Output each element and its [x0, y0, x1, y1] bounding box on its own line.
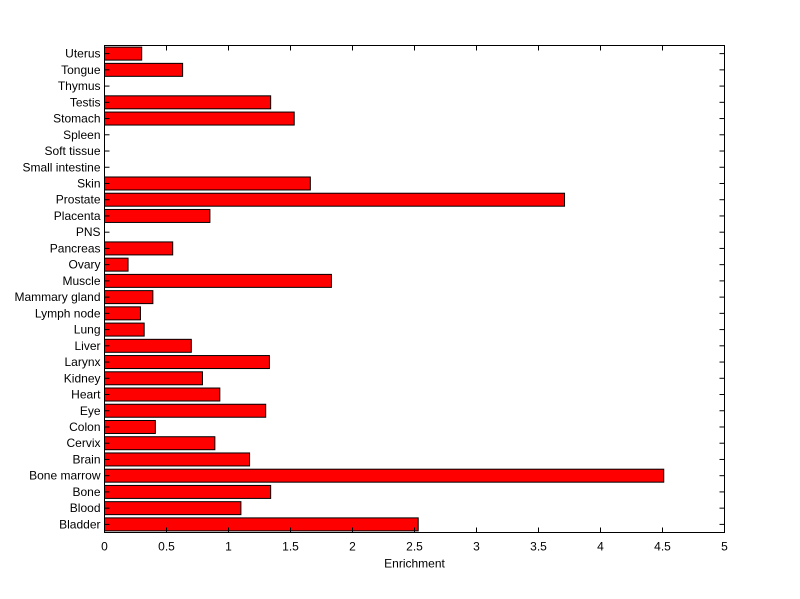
- bar-tongue: [104, 62, 184, 77]
- bar-eye: [104, 403, 267, 418]
- bar-pancreas: [104, 241, 174, 256]
- bar-bone: [104, 484, 272, 499]
- bar-testis: [104, 95, 272, 110]
- y-tick-label: Brain: [72, 452, 100, 466]
- y-tick-label: PNS: [76, 225, 101, 239]
- y-tick-label: Placenta: [54, 209, 101, 223]
- y-tick-label: Heart: [71, 388, 101, 402]
- x-tick-label: 0: [101, 540, 108, 554]
- bar-liver: [104, 338, 192, 353]
- y-tick-label: Cervix: [66, 436, 100, 450]
- y-tick-label: Blood: [70, 501, 101, 515]
- x-tick-label: 3.5: [530, 540, 547, 554]
- plot-area-frame: [104, 45, 725, 533]
- x-tick-label: 1: [225, 540, 232, 554]
- y-tick-label: Kidney: [64, 371, 101, 385]
- y-tick-label: Ovary: [68, 258, 100, 272]
- y-tick-label: Uterus: [65, 47, 100, 61]
- x-tick-label: 2: [349, 540, 356, 554]
- bar-stomach: [104, 111, 295, 126]
- y-tick-label: Liver: [74, 339, 100, 353]
- bar-muscle: [104, 273, 332, 288]
- bar-bladder: [104, 517, 419, 532]
- bar-blood: [104, 501, 242, 516]
- bar-lymph-node: [104, 306, 141, 321]
- y-tick-label: Testis: [70, 95, 101, 109]
- y-tick-label: Bone marrow: [29, 469, 101, 483]
- x-tick-label: 1.5: [282, 540, 299, 554]
- bar-kidney: [104, 371, 203, 386]
- y-tick-label: Mammary gland: [14, 290, 100, 304]
- y-tick-label: Eye: [80, 404, 101, 418]
- y-tick-label: Colon: [69, 420, 100, 434]
- bar-placenta: [104, 208, 211, 223]
- x-tick-label: 0.5: [158, 540, 175, 554]
- bar-lung: [104, 322, 145, 337]
- bar-cervix: [104, 436, 216, 451]
- y-tick-label: Pancreas: [50, 241, 101, 255]
- bar-mammary-gland: [104, 290, 154, 305]
- bar-uterus: [104, 46, 143, 61]
- y-tick-label: Bladder: [59, 517, 100, 531]
- x-tick-label: 3: [473, 540, 480, 554]
- bar-heart: [104, 387, 221, 402]
- x-tick-label: 2.5: [406, 540, 423, 554]
- y-tick-label: Soft tissue: [44, 144, 100, 158]
- x-tick-label: 4.5: [654, 540, 671, 554]
- bar-brain: [104, 452, 251, 467]
- y-tick-label: Thymus: [58, 79, 101, 93]
- bar-colon: [104, 419, 156, 434]
- y-tick-label: Stomach: [53, 112, 100, 126]
- y-tick-label: Tongue: [61, 63, 101, 77]
- bar-prostate: [104, 192, 566, 207]
- y-tick-label: Skin: [77, 176, 100, 190]
- y-tick-label: Bone: [72, 485, 100, 499]
- x-tick-label: 5: [721, 540, 728, 554]
- y-ticks-group: Bladder Blood Bone Bone marrow Brain Cervix Co…: [14, 47, 725, 531]
- y-tick-label: Lymph node: [35, 306, 101, 320]
- y-tick-label: Small intestine: [22, 160, 100, 174]
- x-ticks-group: 0 0.5 1 1.5 2 2.5 3 3.5 4 4.5 5: [101, 45, 728, 554]
- bar-larynx: [104, 355, 270, 370]
- bar-skin: [104, 176, 311, 191]
- y-tick-label: Larynx: [64, 355, 100, 369]
- x-axis-title: Enrichment: [384, 557, 445, 571]
- x-tick-label: 4: [597, 540, 604, 554]
- bar-bone-marrow: [104, 468, 665, 483]
- y-tick-label: Lung: [74, 323, 101, 337]
- bars-group: [104, 46, 665, 532]
- y-tick-label: Muscle: [62, 274, 100, 288]
- y-tick-label: Prostate: [56, 193, 101, 207]
- y-tick-label: Spleen: [63, 128, 100, 142]
